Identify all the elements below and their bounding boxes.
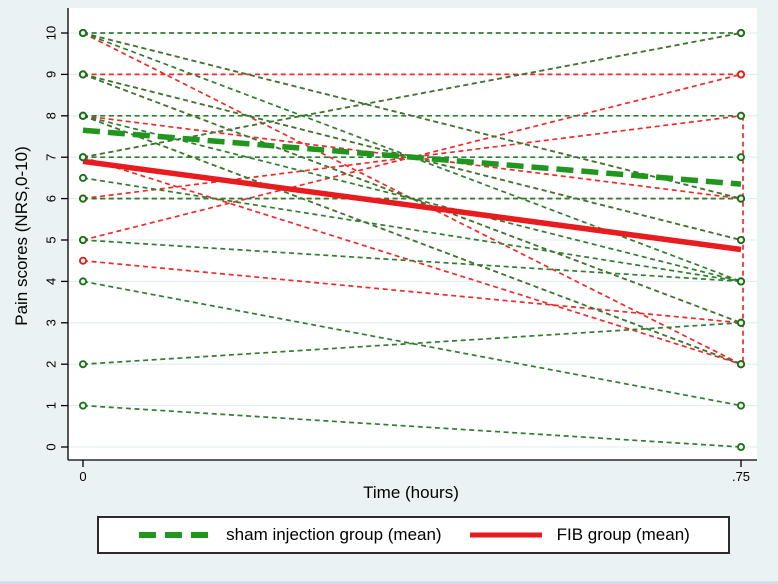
sham-injection-group-marker: [79, 111, 88, 120]
FIB-group-individual-line: [82, 259, 742, 324]
sham-injection-group-individual-line: [82, 239, 742, 283]
sham-injection-group-marker: [737, 28, 746, 37]
y-tick-label: 3: [43, 319, 58, 326]
sham-injection-group-individual-line: [82, 321, 742, 366]
y-tick-label: 6: [43, 195, 58, 202]
axes: 0 1 2 3 4 5 6 7 8 9 10 0 .75: [43, 8, 757, 484]
sham-injection-group-marker: [737, 194, 746, 203]
FIB-group-marker: [79, 256, 88, 265]
FIB-group-mean-line: [82, 158, 742, 253]
sham-injection-group-individual-line: [82, 404, 742, 448]
x-tick-label: .75: [732, 469, 750, 484]
sham-injection-group-marker: [737, 401, 746, 410]
legend-fib-label: FIB group (mean): [556, 525, 690, 544]
sham-injection-group-marker: [737, 235, 746, 244]
sham-injection-group-marker: [79, 277, 88, 286]
y-tick-label: 2: [43, 361, 58, 368]
sham-injection-group-marker: [737, 442, 746, 451]
sham-injection-group-mean-line: [82, 127, 742, 187]
legend-sham-label: sham injection group (mean): [226, 525, 442, 544]
y-tick-label: 5: [43, 236, 58, 243]
y-tick-label: 7: [43, 154, 58, 161]
sham-injection-group-marker: [79, 360, 88, 369]
y-tick-label: 0: [43, 443, 58, 450]
sham-injection-group-individual-line: [82, 177, 742, 283]
y-tick-label: 1: [43, 402, 58, 409]
endpoint-markers: [79, 28, 746, 451]
sham-injection-group-marker: [737, 153, 746, 162]
legend: sham injection group (mean) FIB group (m…: [97, 516, 730, 554]
sham-injection-group-individual-line: [82, 115, 742, 365]
legend-sham-line-sample: [139, 532, 212, 538]
FIB-group-marker: [737, 70, 746, 79]
sham-injection-group-marker: [737, 360, 746, 369]
y-tick-label: 9: [43, 71, 58, 78]
mean-lines: [82, 127, 742, 253]
sham-injection-group-marker: [79, 173, 88, 182]
x-tick-label: 0: [79, 469, 86, 484]
sham-injection-group-marker: [79, 153, 88, 162]
legend-item-sham: sham injection group (mean): [137, 525, 442, 545]
sham-injection-group-marker: [79, 70, 88, 79]
y-tick-label: 10: [43, 26, 58, 40]
sham-injection-group-marker: [737, 111, 746, 120]
x-axis-title: Time (hours): [363, 483, 459, 502]
sham-injection-group-marker: [737, 277, 746, 286]
sham-injection-group-individual-line: [82, 32, 742, 283]
sham-injection-group-individual-line: [82, 73, 742, 324]
sham-injection-group-marker: [79, 235, 88, 244]
legend-fib-line-sample: [469, 532, 542, 538]
sham-injection-group-marker: [79, 194, 88, 203]
y-axis-title: Pain scores (NRS,0-10): [12, 146, 31, 326]
y-tick-label: 8: [43, 112, 58, 119]
plot-area: [68, 8, 757, 460]
sham-injection-group-marker: [737, 318, 746, 327]
sham-injection-group-marker: [79, 28, 88, 37]
y-tick-label: 4: [43, 278, 58, 285]
sham-injection-group-marker: [79, 401, 88, 410]
legend-item-fib: FIB group (mean): [468, 525, 690, 545]
FIB-group-individual-line: [82, 32, 742, 365]
